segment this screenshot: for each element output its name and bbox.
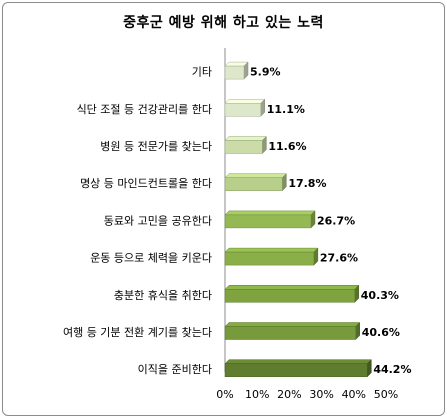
bar-top-face	[224, 359, 372, 364]
category-label: 여행 등 기분 전환 계기를 찾는다	[63, 326, 212, 339]
bar	[224, 140, 263, 154]
bar-value-label: 26.7%	[317, 214, 355, 227]
bar-value-label: 5.9%	[250, 66, 281, 79]
bar	[224, 103, 261, 117]
bar-top-face	[224, 285, 360, 290]
x-tick-label: 20%	[277, 388, 301, 401]
x-tick-label: 10%	[245, 388, 269, 401]
category-label: 식단 조절 등 건강관리를 한다	[77, 103, 212, 116]
bar-value-label: 11.6%	[268, 140, 306, 153]
bar	[224, 363, 368, 377]
bar	[224, 289, 356, 303]
category-label: 충분한 휴식을 취한다	[114, 289, 212, 302]
bar-value-label: 17.8%	[288, 177, 326, 190]
x-tick-label: 30%	[309, 388, 333, 401]
bar-top-face	[224, 247, 319, 253]
bar-value-label: 27.6%	[320, 252, 358, 265]
bar-value-label: 44.2%	[373, 363, 411, 376]
bar-top-face	[224, 210, 316, 216]
bar-top-face	[224, 99, 266, 104]
bar	[224, 251, 315, 266]
bar-top-face	[224, 136, 267, 141]
x-tick-label: 50%	[374, 388, 398, 401]
bar	[224, 326, 356, 340]
x-tick-label: 0%	[216, 388, 233, 401]
x-tick-label: 40%	[342, 388, 366, 401]
category-label: 이직을 준비한다	[138, 363, 212, 376]
bar-value-label: 40.3%	[361, 289, 399, 302]
bar-top-face	[224, 322, 361, 327]
bar-value-label: 11.1%	[267, 103, 305, 116]
bar	[224, 214, 312, 229]
bar	[224, 65, 245, 80]
category-label: 명상 등 마인드컨트롤을 한다	[80, 177, 212, 190]
bar	[224, 177, 283, 191]
bar-value-label: 40.6%	[362, 326, 400, 339]
chart-title: 중후군 예방 위해 하고 있는 노력	[123, 15, 324, 31]
category-label: 동료와 고민을 공유한다	[104, 214, 212, 227]
category-label: 운동 등으로 체력을 키운다	[90, 252, 212, 265]
bars-layer	[224, 61, 372, 378]
category-label: 병원 등 전문가를 찾는다	[100, 140, 212, 153]
bar-top-face	[224, 173, 287, 178]
category-label: 기타	[192, 66, 212, 79]
labels-layer: 0% 10% 20% 30% 40% 50% 기타 5.9% 식단 조절 등 건강관리를 한다 1…	[63, 66, 412, 401]
